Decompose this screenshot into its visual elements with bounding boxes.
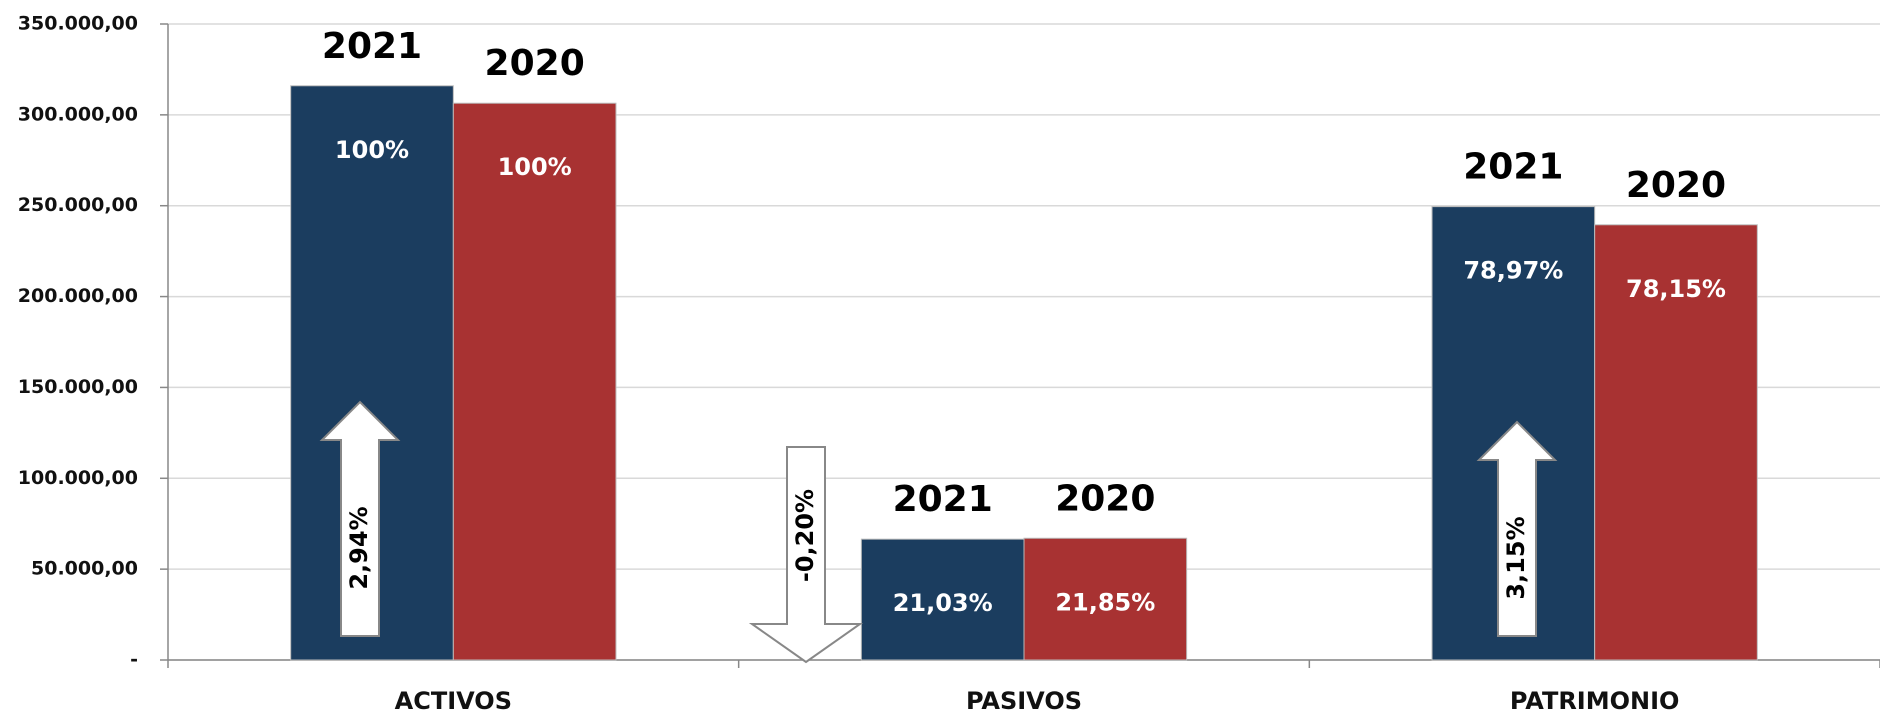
value-label: 78,15%	[1626, 275, 1726, 303]
y-tick-label: 300.000,00	[18, 103, 138, 125]
y-tick-label: 100.000,00	[18, 467, 138, 489]
y-tick-label: 200.000,00	[18, 285, 138, 307]
series-label: 2021	[893, 479, 993, 520]
series-label: 2020	[1055, 478, 1155, 519]
series-label: 2021	[1463, 147, 1563, 188]
y-tick-label: 50.000,00	[31, 558, 138, 580]
y-tick-label: -	[130, 649, 138, 671]
series-label: 2020	[485, 43, 585, 84]
bar	[1594, 224, 1758, 661]
annotation: 2,94%	[345, 506, 373, 589]
value-label: 100%	[498, 153, 572, 181]
y-tick-label: 350.000,00	[18, 13, 138, 35]
x-tick-label: ACTIVOS	[395, 687, 512, 714]
bar	[1023, 537, 1188, 661]
x-tick-label: PASIVOS	[966, 687, 1082, 714]
value-label: 21,03%	[893, 589, 993, 617]
x-tick-label: PATRIMONIO	[1510, 687, 1680, 714]
annotation: -0,20%	[791, 489, 819, 582]
value-label: 78,97%	[1463, 257, 1563, 285]
series-label: 2021	[322, 26, 422, 67]
value-label: 21,85%	[1055, 588, 1155, 616]
annotation: 3,15%	[1502, 516, 1530, 599]
arrow	[319, 400, 401, 637]
bar	[452, 102, 617, 661]
series-label: 2020	[1626, 165, 1726, 206]
y-tick-label: 150.000,00	[18, 376, 138, 398]
arrow	[1476, 420, 1558, 637]
value-label: 100%	[335, 136, 409, 164]
arrow	[748, 446, 864, 664]
y-tick-label: 250.000,00	[18, 194, 138, 216]
